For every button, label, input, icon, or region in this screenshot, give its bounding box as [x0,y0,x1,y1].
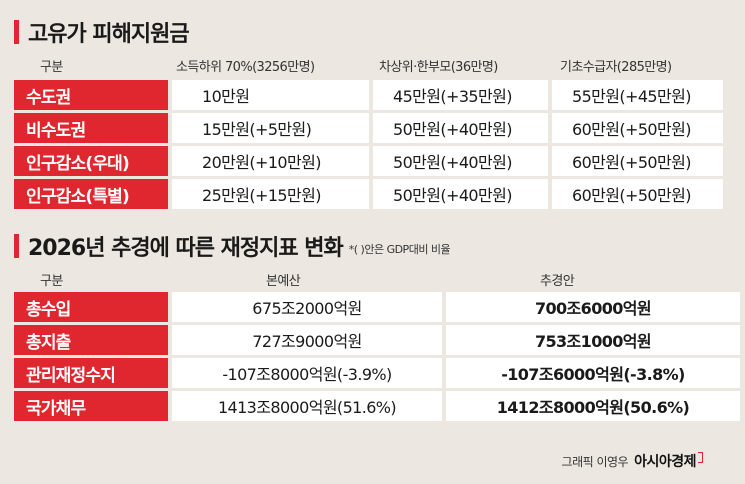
section1-title: 고유가 피해지원금 [14,16,190,48]
table-cell: 700조6000억원 [446,292,740,322]
title-accent-bar [14,234,19,258]
graphic-credit: 그래픽 이영우 [561,454,629,469]
table-cell: 15만원(+5만원) [172,113,369,143]
table-cell: 10만원 [172,80,369,110]
row-label: 총지출 [14,325,168,355]
table-cell: 50만원(+40만원) [373,113,548,143]
table-cell: -107조6000억원(-3.8%) [446,358,740,388]
table-row: 관리재정수지 -107조8000억원(-3.9%) -107조6000억원(-3.8… [14,358,740,388]
brand-name: 아시아경제 [634,454,696,470]
table-row: 인구감소(특별) 25만원(+15만원) 50만원(+40만원) 60만원(+50만원… [14,179,723,209]
table-row: 인구감소(우대) 20만원(+10만원) 50만원(+40만원) 60만원(+50만원… [14,146,723,176]
s2-header-col2: 추경안 [540,274,575,289]
table-cell: 50만원(+40만원) [373,146,548,176]
table-cell: 1412조8000억원(50.6%) [446,391,740,421]
title-accent-bar [14,20,19,44]
row-label: 인구감소(우대) [14,146,168,176]
table-row: 국가채무 1413조8000억원(51.6%) 1412조8000억원(50.6%) [14,391,740,421]
table-cell: 55만원(+45만원) [552,80,723,110]
s1-header-col3: 기초수급자(285만명) [560,60,672,75]
table-cell: -107조8000억원(-3.9%) [172,358,442,388]
table-row: 총지출 727조9000억원 753조1000억원 [14,325,740,355]
s2-header-col1: 본예산 [266,274,301,289]
section2-note: *( )안은 GDP대비 비율 [348,243,451,256]
row-label: 수도권 [14,80,168,110]
table-cell: 1413조8000억원(51.6%) [172,391,442,421]
table-cell: 60만원(+50만원) [552,146,723,176]
table-cell: 60만원(+50만원) [552,179,723,209]
table-cell: 675조2000억원 [172,292,442,322]
row-label: 인구감소(특별) [14,179,168,209]
row-label: 총수입 [14,292,168,322]
s1-header-col1: 소득하위 70%(3256만명) [176,60,315,75]
s1-header-category: 구분 [40,60,63,75]
s1-header-col2: 차상위·한부모(36만명) [379,60,498,75]
table-row: 비수도권 15만원(+5만원) 50만원(+40만원) 60만원(+50만원) [14,113,723,143]
section2-title: 2026년 추경에 따른 재정지표 변화 *( )안은 GDP대비 비율 [14,230,451,262]
section1-title-text: 고유가 피해지원금 [28,22,190,47]
brand-logo-icon [698,451,703,463]
table-cell: 727조9000억원 [172,325,442,355]
section2-title-text: 2026년 추경에 따른 재정지표 변화 [28,236,344,261]
table-cell: 45만원(+35만원) [373,80,548,110]
table-cell: 753조1000억원 [446,325,740,355]
row-label: 국가채무 [14,391,168,421]
row-label: 비수도권 [14,113,168,143]
s2-header-category: 구분 [40,274,63,289]
table-cell: 50만원(+40만원) [373,179,548,209]
footer: 그래픽 이영우 아시아경제 [562,451,703,471]
table-cell: 60만원(+50만원) [552,113,723,143]
table-cell: 20만원(+10만원) [172,146,369,176]
table-cell: 25만원(+15만원) [172,179,369,209]
table-row: 총수입 675조2000억원 700조6000억원 [14,292,740,322]
table-row: 수도권 10만원 45만원(+35만원) 55만원(+45만원) [14,80,723,110]
row-label: 관리재정수지 [14,358,168,388]
